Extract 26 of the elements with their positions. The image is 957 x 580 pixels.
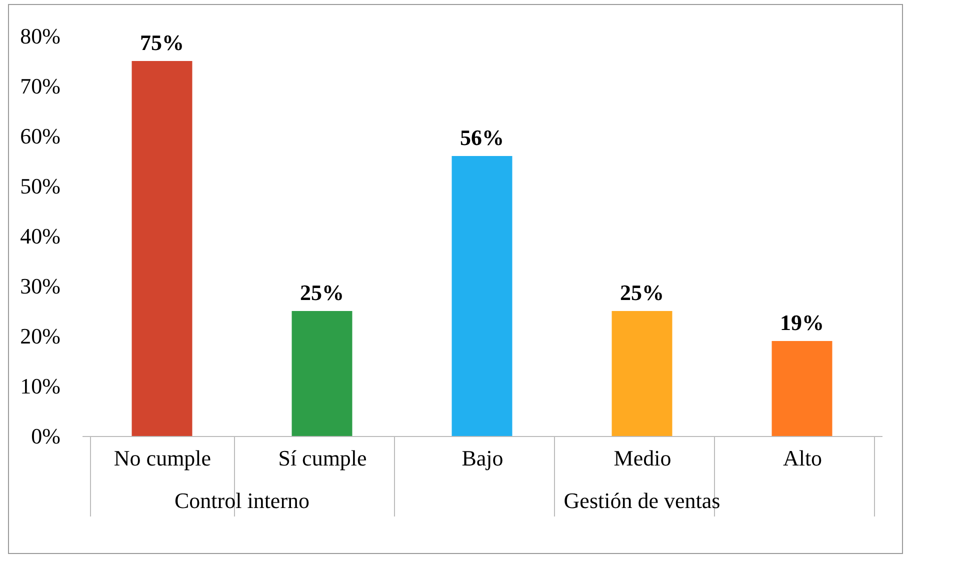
- y-tick-label: 20%: [20, 324, 60, 348]
- bar: [612, 311, 672, 436]
- y-tick-label: 10%: [20, 374, 60, 398]
- bar: [772, 341, 832, 436]
- y-tick-label: 60%: [20, 124, 60, 148]
- y-tick-label: 40%: [20, 224, 60, 248]
- x-tick-label: Medio: [614, 446, 672, 470]
- text: Control interno: [174, 488, 310, 513]
- x-tick-label: Sí cumple: [278, 446, 367, 470]
- y-tick-label: 70%: [20, 74, 60, 98]
- x-tick-label: Alto: [782, 446, 822, 470]
- x-tick-label: No cumple: [114, 446, 212, 470]
- y-tick-label: 80%: [20, 24, 60, 48]
- bar: [452, 156, 512, 436]
- data-label: 25%: [620, 280, 664, 305]
- y-tick-label: 50%: [20, 174, 60, 198]
- y-tick-label: 30%: [20, 274, 60, 298]
- bar: [292, 311, 352, 436]
- data-label: 56%: [460, 125, 504, 150]
- data-label: 75%: [140, 30, 184, 55]
- y-tick-label: 0%: [31, 424, 60, 448]
- text: Gestión de ventas: [564, 488, 720, 513]
- bar: [132, 61, 192, 436]
- data-label: 19%: [780, 310, 824, 335]
- x-tick-label: Bajo: [462, 446, 504, 470]
- data-label: 25%: [300, 280, 344, 305]
